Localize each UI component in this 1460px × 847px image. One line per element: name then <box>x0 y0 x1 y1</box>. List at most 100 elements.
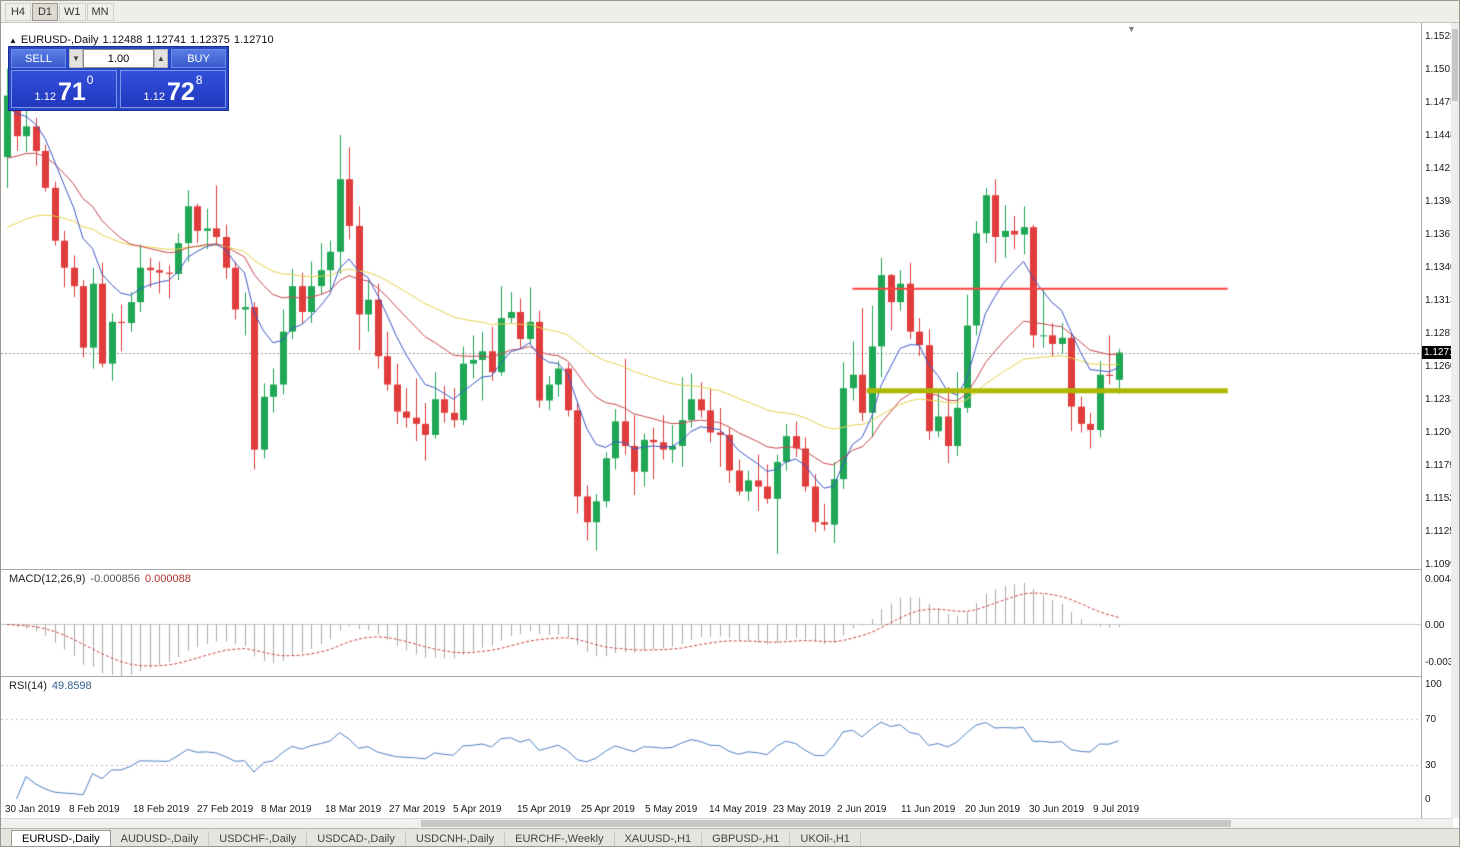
price-axis-label: 1.10990 <box>1425 559 1460 570</box>
price-chart-canvas[interactable] <box>1 23 1421 569</box>
date-axis-label: 30 Jan 2019 <box>5 804 61 815</box>
chart-tab-eurchf-weekly[interactable]: EURCHF-,Weekly <box>505 831 615 846</box>
chart-tab-audusd-daily[interactable]: AUDUSD-,Daily <box>111 831 210 846</box>
sell-price-button[interactable]: 1.12 71 0 <box>11 70 117 108</box>
date-axis-label: 8 Feb 2019 <box>69 804 120 815</box>
ohlc-high: 1.12741 <box>146 34 187 46</box>
rsi-panel-separator[interactable] <box>1 676 1453 677</box>
timeframe-button-h4[interactable]: H4 <box>5 2 31 21</box>
macd-axis-label: -0.003715 <box>1425 657 1459 669</box>
buy-price-pips: 72 <box>166 78 195 106</box>
horizontal-scrollbar[interactable] <box>1 818 1453 828</box>
macd-axis-label: 0.004465 <box>1425 573 1459 585</box>
chart-tab-usdcnh-daily[interactable]: USDCNH-,Daily <box>406 831 506 846</box>
sell-button[interactable]: SELL <box>11 49 66 68</box>
macd-label: MACD(12,26,9) -0.000856 0.000088 <box>9 573 191 585</box>
timeframe-button-mn[interactable]: MN <box>86 2 114 21</box>
date-axis-label: 15 Apr 2019 <box>517 804 571 815</box>
volume-increase-button[interactable]: ▲ <box>154 49 168 68</box>
chart-tab-gbpusd-h1[interactable]: GBPUSD-,H1 <box>702 831 791 846</box>
ohlc-open: 1.12488 <box>102 34 143 46</box>
chevron-down-icon: ▼ <box>72 54 80 63</box>
date-axis-label: 27 Feb 2019 <box>197 804 254 815</box>
bid-price-tag: 1.12710 <box>1422 345 1460 359</box>
sell-price-point: 0 <box>86 73 94 87</box>
date-axis-label: 11 Jun 2019 <box>901 804 956 815</box>
rsi-axis-label: 100 <box>1425 679 1442 690</box>
price-axis-label: 1.13405 <box>1425 262 1460 274</box>
buy-price-button[interactable]: 1.12 72 8 <box>120 70 226 108</box>
chart-tab-ukoil-h1[interactable]: UKOil-,H1 <box>790 831 861 846</box>
vertical-scrollbar[interactable] <box>1451 23 1459 818</box>
buy-price-point: 8 <box>195 73 203 87</box>
ohlc-low: 1.12375 <box>190 34 230 46</box>
date-axis-label: 20 Jun 2019 <box>965 804 1021 815</box>
price-axis-label: 1.12065 <box>1425 426 1460 438</box>
chart-shift-marker-icon[interactable]: ▼ <box>1127 24 1136 34</box>
horizontal-scrollbar-thumb[interactable] <box>421 820 1231 827</box>
price-axis-label: 1.13945 <box>1425 195 1460 207</box>
sell-price-base: 1.12 <box>34 91 56 103</box>
price-axis-label: 1.12870 <box>1425 327 1460 339</box>
buy-button[interactable]: BUY <box>171 49 226 68</box>
price-axis-label: 1.12330 <box>1425 394 1460 406</box>
chart-tab-eurusd-daily[interactable]: EURUSD-,Daily <box>11 830 111 846</box>
date-axis: 30 Jan 2019 8 Feb 2019 18 Feb 2019 27 Feb 2… <box>1 801 1453 818</box>
chart-tab-usdcad-daily[interactable]: USDCAD-,Daily <box>307 831 406 846</box>
price-axis-label: 1.14480 <box>1425 129 1460 141</box>
date-axis-label: 14 May 2019 <box>709 804 767 815</box>
date-axis-label: 9 Jul 2019 <box>1093 804 1140 815</box>
price-axis-label: 1.14210 <box>1425 163 1460 175</box>
price-axis: 1.15285 1.15015 1.14750 1.14480 1.14210 1.139… <box>1422 23 1459 818</box>
volume-decrease-button[interactable]: ▼ <box>69 49 83 68</box>
chart-tab-xauusd-h1[interactable]: XAUUSD-,H1 <box>615 831 703 846</box>
date-axis-label: 23 May 2019 <box>773 804 831 815</box>
chart-tab-bar: EURUSD-,Daily AUDUSD-,Daily USDCHF-,Daily U… <box>1 828 1459 846</box>
timeframe-toolbar: H4 D1 W1 MN <box>1 1 1459 23</box>
date-axis-label: 5 May 2019 <box>645 804 698 815</box>
macd-signal-value: 0.000088 <box>144 573 191 585</box>
timeframe-button-d1[interactable]: D1 <box>32 2 58 21</box>
buy-price-base: 1.12 <box>143 91 165 103</box>
date-axis-label: 25 Apr 2019 <box>581 804 635 815</box>
price-axis-label: 1.13675 <box>1425 228 1460 240</box>
rsi-axis-label: 30 <box>1425 759 1437 771</box>
price-axis-label: 1.12600 <box>1425 361 1460 373</box>
date-axis-label: 27 Mar 2019 <box>389 804 446 815</box>
date-axis-label: 18 Mar 2019 <box>325 804 382 815</box>
chart-symbol-label: EURUSD-,Daily <box>20 34 99 46</box>
ohlc-close: 1.12710 <box>233 34 274 46</box>
rsi-axis-label: 70 <box>1425 713 1437 725</box>
price-axis-label: 1.15015 <box>1425 64 1460 76</box>
rsi-indicator-canvas <box>1 677 1421 802</box>
volume-control: ▼ ▲ <box>69 49 168 68</box>
macd-axis-label: 0.00 <box>1425 619 1445 631</box>
price-axis-label: 1.14750 <box>1425 96 1460 108</box>
rsi-axis-label: 0 <box>1425 794 1431 805</box>
timeframe-button-w1[interactable]: W1 <box>59 2 86 21</box>
price-axis-label: 1.15285 <box>1425 31 1460 42</box>
macd-indicator-canvas <box>1 570 1421 677</box>
date-axis-label: 30 Jun 2019 <box>1029 804 1085 815</box>
macd-main-value: -0.000856 <box>90 573 140 585</box>
chevron-up-icon: ▲ <box>157 54 165 63</box>
price-axis-label: 1.11525 <box>1425 493 1460 505</box>
chart-tab-usdchf-daily[interactable]: USDCHF-,Daily <box>209 831 308 846</box>
price-axis-label: 1.11255 <box>1425 526 1460 538</box>
macd-panel-separator[interactable] <box>1 569 1453 570</box>
date-axis-label: 2 Jun 2019 <box>837 804 887 815</box>
rsi-label: RSI(14) 49.8598 <box>9 680 92 692</box>
volume-input[interactable] <box>83 49 154 68</box>
date-axis-label: 18 Feb 2019 <box>133 804 190 815</box>
rsi-value: 49.8598 <box>51 680 92 692</box>
chart-ohlc-header: ▲ EURUSD-,Daily 1.12488 1.12741 1.12375 1.127… <box>9 34 278 46</box>
symbol-marker-icon: ▲ <box>9 36 17 45</box>
sell-price-pips: 71 <box>57 78 86 106</box>
date-axis-label: 5 Apr 2019 <box>453 804 502 815</box>
price-axis-label: 1.13135 <box>1425 295 1460 307</box>
rsi-name: RSI(14) <box>9 680 47 692</box>
vertical-scrollbar-thumb[interactable] <box>1452 29 1458 101</box>
macd-name: MACD(12,26,9) <box>9 573 86 585</box>
